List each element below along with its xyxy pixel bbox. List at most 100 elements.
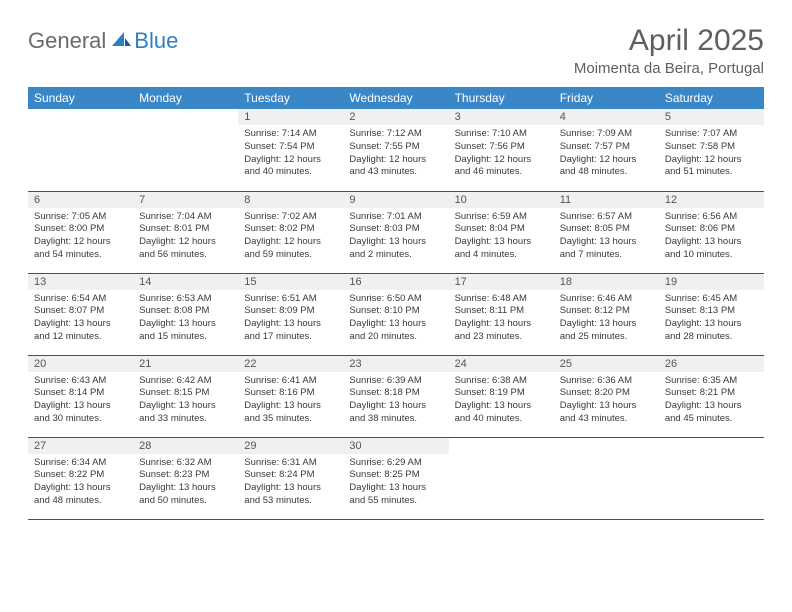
daylight-text: Daylight: 13 hours and 15 minutes. (139, 318, 232, 344)
sunrise-text: Sunrise: 6:51 AM (244, 293, 337, 306)
daylight-text: Daylight: 13 hours and 40 minutes. (455, 400, 548, 426)
day-number: 16 (343, 274, 448, 290)
day-details: Sunrise: 6:38 AMSunset: 8:19 PMDaylight:… (449, 372, 554, 430)
sunset-text: Sunset: 7:55 PM (349, 141, 442, 154)
daylight-text: Daylight: 13 hours and 2 minutes. (349, 236, 442, 262)
day-details: Sunrise: 7:14 AMSunset: 7:54 PMDaylight:… (238, 125, 343, 183)
calendar-cell: 1Sunrise: 7:14 AMSunset: 7:54 PMDaylight… (238, 109, 343, 191)
sunrise-text: Sunrise: 7:10 AM (455, 128, 548, 141)
sunset-text: Sunset: 8:22 PM (34, 469, 127, 482)
sunrise-text: Sunrise: 6:34 AM (34, 457, 127, 470)
calendar-cell: 10Sunrise: 6:59 AMSunset: 8:04 PMDayligh… (449, 191, 554, 273)
sunset-text: Sunset: 8:23 PM (139, 469, 232, 482)
sunset-text: Sunset: 8:24 PM (244, 469, 337, 482)
logo-text-blue: Blue (134, 28, 178, 54)
day-details: Sunrise: 6:56 AMSunset: 8:06 PMDaylight:… (659, 208, 764, 266)
calendar-cell: 4Sunrise: 7:09 AMSunset: 7:57 PMDaylight… (554, 109, 659, 191)
day-number: 18 (554, 274, 659, 290)
day-details: Sunrise: 6:48 AMSunset: 8:11 PMDaylight:… (449, 290, 554, 348)
calendar-cell: 22Sunrise: 6:41 AMSunset: 8:16 PMDayligh… (238, 355, 343, 437)
day-details: Sunrise: 6:45 AMSunset: 8:13 PMDaylight:… (659, 290, 764, 348)
day-number: 6 (28, 192, 133, 208)
sunset-text: Sunset: 8:11 PM (455, 305, 548, 318)
day-number: 19 (659, 274, 764, 290)
day-number: 29 (238, 438, 343, 454)
daylight-text: Daylight: 13 hours and 38 minutes. (349, 400, 442, 426)
day-details: Sunrise: 6:32 AMSunset: 8:23 PMDaylight:… (133, 454, 238, 512)
calendar-cell: 29Sunrise: 6:31 AMSunset: 8:24 PMDayligh… (238, 437, 343, 519)
calendar-cell: 9Sunrise: 7:01 AMSunset: 8:03 PMDaylight… (343, 191, 448, 273)
calendar-cell: 16Sunrise: 6:50 AMSunset: 8:10 PMDayligh… (343, 273, 448, 355)
sunset-text: Sunset: 8:01 PM (139, 223, 232, 236)
day-number: 28 (133, 438, 238, 454)
sunrise-text: Sunrise: 6:42 AM (139, 375, 232, 388)
sunset-text: Sunset: 8:08 PM (139, 305, 232, 318)
daylight-text: Daylight: 12 hours and 51 minutes. (665, 154, 758, 180)
day-details: Sunrise: 6:35 AMSunset: 8:21 PMDaylight:… (659, 372, 764, 430)
sunset-text: Sunset: 8:04 PM (455, 223, 548, 236)
daylight-text: Daylight: 12 hours and 46 minutes. (455, 154, 548, 180)
calendar-table: SundayMondayTuesdayWednesdayThursdayFrid… (28, 87, 764, 520)
daylight-text: Daylight: 12 hours and 48 minutes. (560, 154, 653, 180)
sunset-text: Sunset: 8:12 PM (560, 305, 653, 318)
sunrise-text: Sunrise: 7:04 AM (139, 211, 232, 224)
sunset-text: Sunset: 7:58 PM (665, 141, 758, 154)
daylight-text: Daylight: 13 hours and 50 minutes. (139, 482, 232, 508)
day-details: Sunrise: 7:09 AMSunset: 7:57 PMDaylight:… (554, 125, 659, 183)
calendar-cell: 26Sunrise: 6:35 AMSunset: 8:21 PMDayligh… (659, 355, 764, 437)
calendar-cell: 23Sunrise: 6:39 AMSunset: 8:18 PMDayligh… (343, 355, 448, 437)
calendar-cell (659, 437, 764, 519)
day-number: 14 (133, 274, 238, 290)
sunset-text: Sunset: 8:16 PM (244, 387, 337, 400)
calendar-cell: 20Sunrise: 6:43 AMSunset: 8:14 PMDayligh… (28, 355, 133, 437)
day-details: Sunrise: 6:31 AMSunset: 8:24 PMDaylight:… (238, 454, 343, 512)
calendar-cell: 25Sunrise: 6:36 AMSunset: 8:20 PMDayligh… (554, 355, 659, 437)
sunrise-text: Sunrise: 6:29 AM (349, 457, 442, 470)
calendar-cell: 30Sunrise: 6:29 AMSunset: 8:25 PMDayligh… (343, 437, 448, 519)
day-header: Saturday (659, 87, 764, 109)
sunset-text: Sunset: 8:13 PM (665, 305, 758, 318)
calendar-week: 1Sunrise: 7:14 AMSunset: 7:54 PMDaylight… (28, 109, 764, 191)
day-number: 10 (449, 192, 554, 208)
sunset-text: Sunset: 8:25 PM (349, 469, 442, 482)
calendar-cell: 27Sunrise: 6:34 AMSunset: 8:22 PMDayligh… (28, 437, 133, 519)
day-details: Sunrise: 6:51 AMSunset: 8:09 PMDaylight:… (238, 290, 343, 348)
sunset-text: Sunset: 8:15 PM (139, 387, 232, 400)
day-number: 2 (343, 109, 448, 125)
sunset-text: Sunset: 8:02 PM (244, 223, 337, 236)
sunset-text: Sunset: 8:03 PM (349, 223, 442, 236)
day-number: 21 (133, 356, 238, 372)
sunset-text: Sunset: 8:10 PM (349, 305, 442, 318)
daylight-text: Daylight: 12 hours and 40 minutes. (244, 154, 337, 180)
day-number: 3 (449, 109, 554, 125)
calendar-cell: 3Sunrise: 7:10 AMSunset: 7:56 PMDaylight… (449, 109, 554, 191)
day-details: Sunrise: 7:02 AMSunset: 8:02 PMDaylight:… (238, 208, 343, 266)
sunrise-text: Sunrise: 7:02 AM (244, 211, 337, 224)
day-details: Sunrise: 6:50 AMSunset: 8:10 PMDaylight:… (343, 290, 448, 348)
day-number: 24 (449, 356, 554, 372)
sunrise-text: Sunrise: 7:07 AM (665, 128, 758, 141)
sunset-text: Sunset: 8:18 PM (349, 387, 442, 400)
day-number: 20 (28, 356, 133, 372)
daylight-text: Daylight: 13 hours and 48 minutes. (34, 482, 127, 508)
calendar-cell: 18Sunrise: 6:46 AMSunset: 8:12 PMDayligh… (554, 273, 659, 355)
sunrise-text: Sunrise: 6:43 AM (34, 375, 127, 388)
sunrise-text: Sunrise: 7:09 AM (560, 128, 653, 141)
calendar-cell (28, 109, 133, 191)
day-number: 11 (554, 192, 659, 208)
day-number: 22 (238, 356, 343, 372)
sunrise-text: Sunrise: 6:54 AM (34, 293, 127, 306)
day-number: 5 (659, 109, 764, 125)
day-number: 23 (343, 356, 448, 372)
calendar-cell: 8Sunrise: 7:02 AMSunset: 8:02 PMDaylight… (238, 191, 343, 273)
day-header: Sunday (28, 87, 133, 109)
calendar-week: 6Sunrise: 7:05 AMSunset: 8:00 PMDaylight… (28, 191, 764, 273)
calendar-cell: 24Sunrise: 6:38 AMSunset: 8:19 PMDayligh… (449, 355, 554, 437)
day-number: 9 (343, 192, 448, 208)
day-details: Sunrise: 6:34 AMSunset: 8:22 PMDaylight:… (28, 454, 133, 512)
day-details: Sunrise: 7:07 AMSunset: 7:58 PMDaylight:… (659, 125, 764, 183)
daylight-text: Daylight: 12 hours and 54 minutes. (34, 236, 127, 262)
calendar-cell: 14Sunrise: 6:53 AMSunset: 8:08 PMDayligh… (133, 273, 238, 355)
calendar-cell: 11Sunrise: 6:57 AMSunset: 8:05 PMDayligh… (554, 191, 659, 273)
calendar-week: 27Sunrise: 6:34 AMSunset: 8:22 PMDayligh… (28, 437, 764, 519)
